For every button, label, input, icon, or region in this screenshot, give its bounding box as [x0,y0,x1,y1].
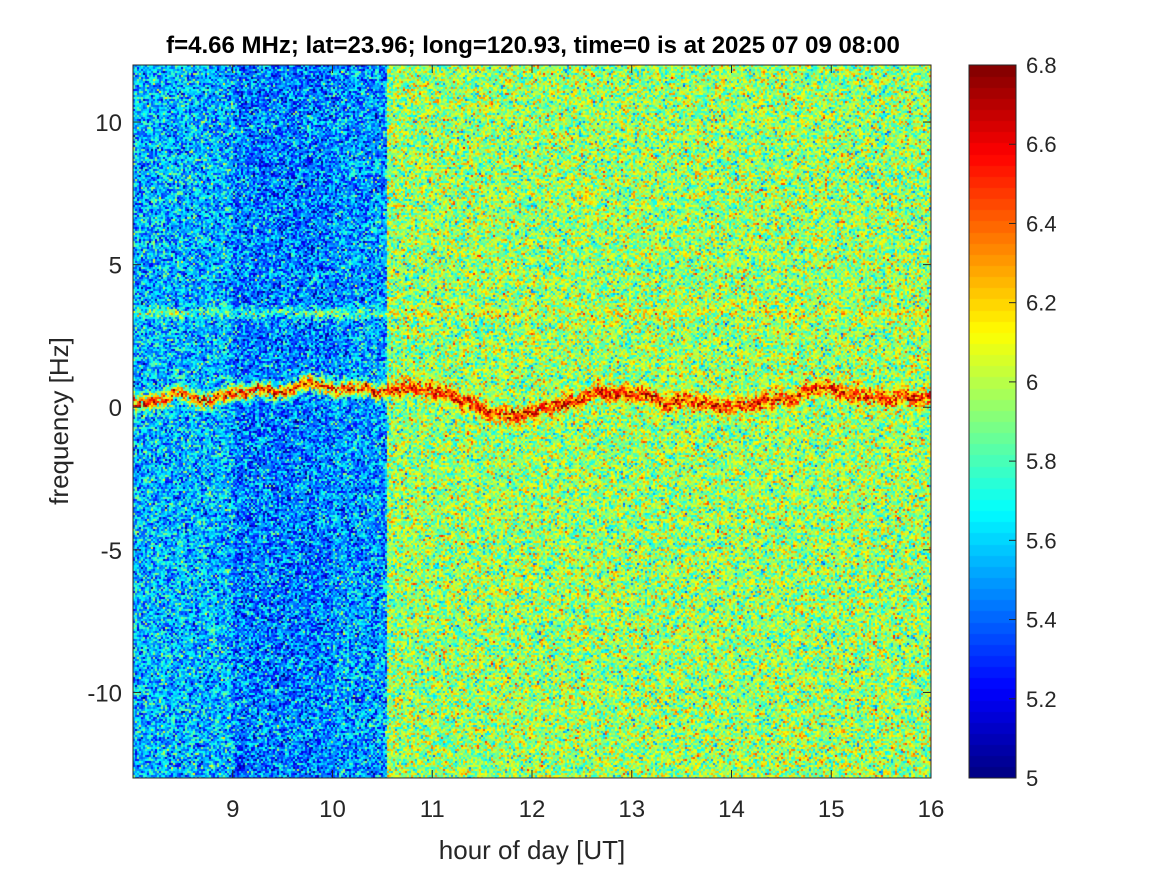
colorbar-tick-label: 5.6 [1026,528,1057,553]
plot-area [133,65,931,778]
y-tick-label: -5 [101,538,122,565]
colorbar-tick-label: 6.2 [1026,291,1057,316]
x-axis: 9 10 11 12 13 14 15 16 [226,65,944,823]
x-tick-label: 10 [319,796,346,823]
y-tick-label: -10 [87,680,122,707]
y-axis-label: frequency [Hz] [44,337,74,505]
heatmap-image [133,65,931,778]
colorbar-axis: 6.8 6.6 6.4 6.2 6 5.8 5.6 5.4 5.2 5 [1009,53,1057,791]
x-tick-label: 15 [818,796,845,823]
y-tick-label: 10 [95,110,122,137]
colorbar-tick-label: 6.8 [1026,53,1057,78]
x-tick-label: 14 [718,796,745,823]
x-tick-label: 9 [226,796,239,823]
colorbar-tick-label: 6.4 [1026,211,1057,236]
colorbar-tick-label: 5 [1026,766,1038,791]
x-tick-label: 16 [918,796,945,823]
colorbar-tick-label: 5.4 [1026,608,1057,633]
x-tick-label: 13 [618,796,645,823]
colorbar-tick-label: 5.8 [1026,449,1057,474]
colorbar-frame [968,64,1017,779]
x-tick-label: 11 [420,796,445,823]
x-tick-label: 12 [519,796,546,823]
x-axis-label: hour of day [UT] [439,835,625,865]
colorbar [969,65,1016,778]
colorbar-gradient [969,65,1016,778]
colorbar-tick-label: 5.2 [1026,687,1057,712]
colorbar-tick-label: 6.6 [1026,132,1057,157]
colorbar-tick-label: 6 [1026,370,1038,395]
chart-title: f=4.66 MHz; lat=23.96; long=120.93, time… [166,32,900,59]
y-axis: 10 5 0 -5 -10 [87,110,931,707]
y-tick-label: 5 [109,253,122,280]
y-tick-label: 0 [109,395,122,422]
